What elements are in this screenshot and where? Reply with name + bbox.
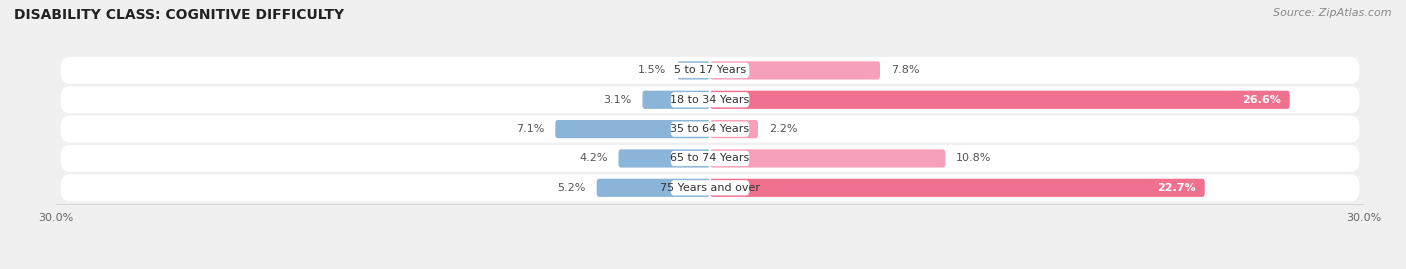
FancyBboxPatch shape [710,179,1205,197]
FancyBboxPatch shape [710,91,1289,109]
Text: 3.1%: 3.1% [603,95,631,105]
Text: 26.6%: 26.6% [1241,95,1281,105]
FancyBboxPatch shape [671,122,749,137]
FancyBboxPatch shape [678,61,710,80]
FancyBboxPatch shape [60,116,1360,143]
Text: 1.5%: 1.5% [638,65,666,75]
FancyBboxPatch shape [60,174,1360,201]
Text: 22.7%: 22.7% [1157,183,1197,193]
Text: 10.8%: 10.8% [956,154,991,164]
Text: Source: ZipAtlas.com: Source: ZipAtlas.com [1274,8,1392,18]
Text: 75 Years and over: 75 Years and over [659,183,761,193]
FancyBboxPatch shape [60,57,1360,84]
Text: 5 to 17 Years: 5 to 17 Years [673,65,747,75]
FancyBboxPatch shape [619,149,710,168]
FancyBboxPatch shape [710,120,758,138]
Text: 18 to 34 Years: 18 to 34 Years [671,95,749,105]
FancyBboxPatch shape [60,145,1360,172]
Text: DISABILITY CLASS: COGNITIVE DIFFICULTY: DISABILITY CLASS: COGNITIVE DIFFICULTY [14,8,344,22]
FancyBboxPatch shape [671,92,749,107]
FancyBboxPatch shape [710,149,945,168]
Text: 2.2%: 2.2% [769,124,797,134]
FancyBboxPatch shape [671,180,749,196]
Text: 5.2%: 5.2% [557,183,586,193]
FancyBboxPatch shape [671,63,749,78]
Text: 7.8%: 7.8% [891,65,920,75]
Text: 65 to 74 Years: 65 to 74 Years [671,154,749,164]
Text: 35 to 64 Years: 35 to 64 Years [671,124,749,134]
FancyBboxPatch shape [643,91,710,109]
FancyBboxPatch shape [555,120,710,138]
Text: 7.1%: 7.1% [516,124,544,134]
FancyBboxPatch shape [60,86,1360,113]
Text: 4.2%: 4.2% [579,154,607,164]
FancyBboxPatch shape [710,61,880,80]
FancyBboxPatch shape [596,179,710,197]
FancyBboxPatch shape [671,151,749,166]
